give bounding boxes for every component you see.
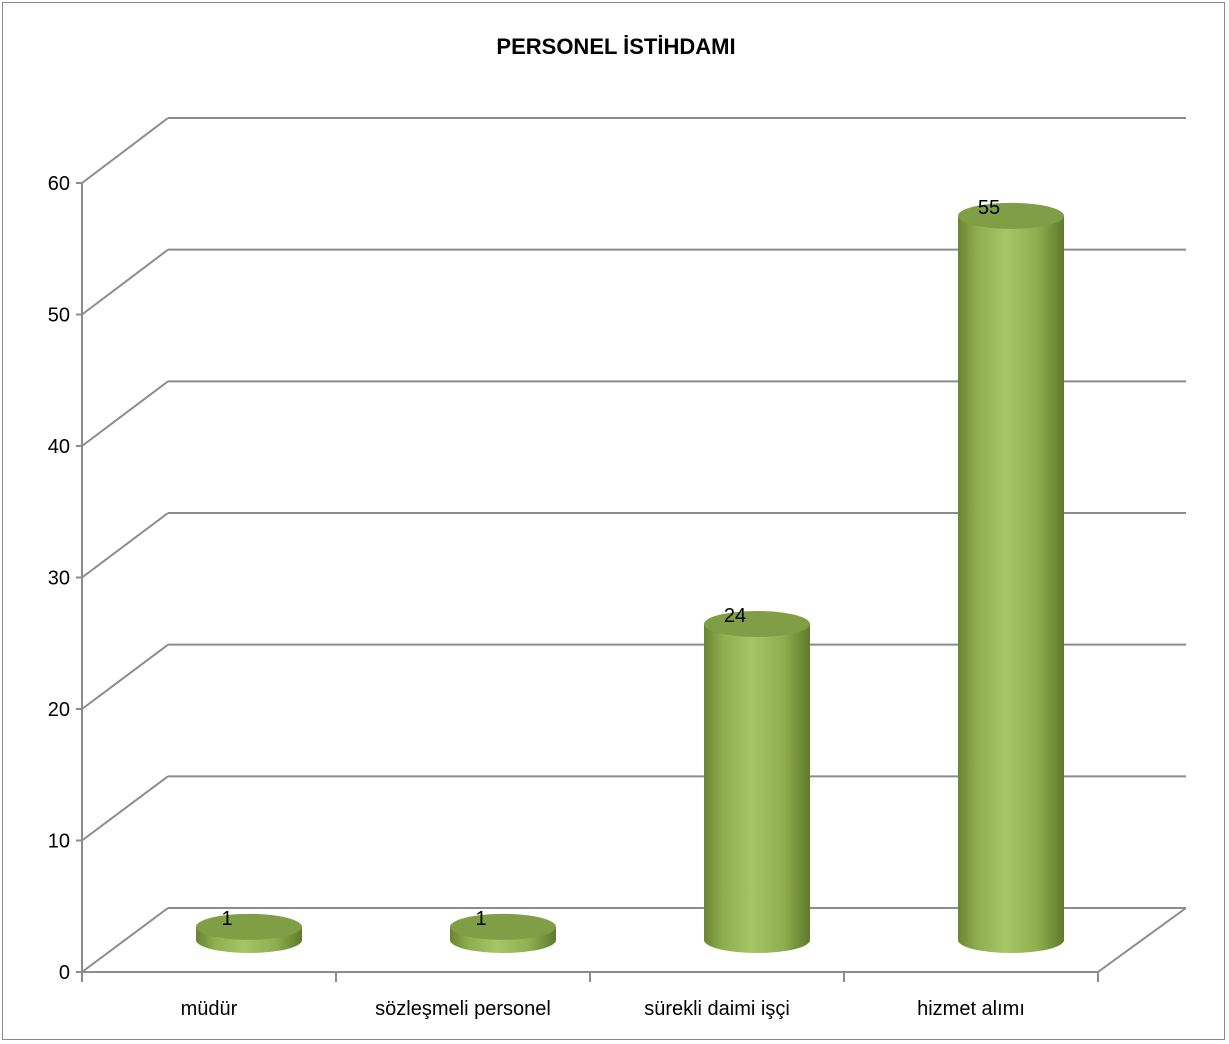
bar-top [958,202,1064,229]
labels: 0 10 20 30 40 50 60 müdür sözleşmeli personel sür… [48,173,1025,1020]
y-tick-label: 60 [48,173,70,195]
y-tick-label: 30 [48,568,70,590]
bar-body [704,624,810,953]
side-wall-line [81,643,169,710]
bar-body [958,215,1064,954]
y-tick-label: 20 [48,699,70,721]
side-wall-line [81,248,169,316]
chart-title: PERSONEL İSTİHDAMI [496,34,735,59]
x-category-label: hizmet alımı [917,998,1025,1020]
side-wall-line [81,512,169,579]
axes [76,182,1187,982]
bar-2 [450,913,556,953]
bar-top [196,913,302,940]
side-wall-line [81,775,169,842]
y-tick-label: 50 [48,305,70,327]
data-label: 1 [475,908,486,930]
side-wall-line [81,117,169,184]
bar-4 [958,202,1064,954]
bar-1 [196,913,302,953]
data-label: 1 [221,908,232,930]
bar-top [450,913,556,940]
side-wall-line [81,380,169,447]
bar-3 [704,611,810,953]
y-tick-label: 40 [48,436,70,458]
bars [196,202,1064,954]
bar-top [704,611,810,637]
data-label: 55 [978,197,1000,219]
data-label: 24 [724,605,746,627]
x-category-label: sürekli daimi işçi [644,998,790,1020]
x-category-label: sözleşmeli personel [375,998,551,1020]
x-category-label: müdür [181,998,238,1020]
y-tick-label: 0 [59,962,70,984]
floor-right-edge [1097,907,1187,973]
y-tick-label: 10 [48,831,70,853]
side-wall-line [81,907,169,973]
